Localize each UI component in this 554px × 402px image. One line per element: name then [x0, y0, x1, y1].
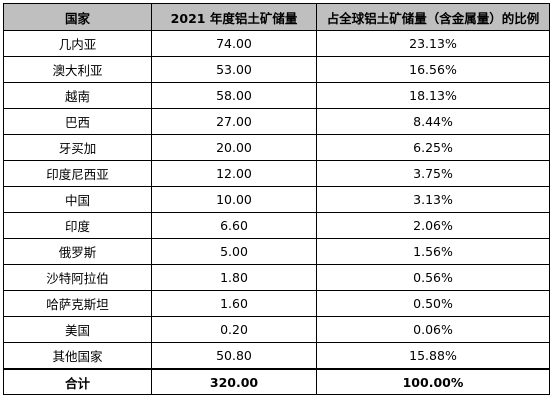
header-reserve: 2021 年度铝土矿储量 [151, 3, 317, 31]
cell-country: 美国 [3, 316, 152, 343]
cell-country: 其他国家 [3, 342, 152, 370]
table-row: 中国 10.00 3.13% [3, 186, 550, 213]
table-row: 越南 58.00 18.13% [3, 82, 550, 109]
table-row: 印度尼西亚 12.00 3.75% [3, 160, 550, 187]
total-share: 100.00% [316, 368, 550, 395]
cell-reserve: 74.00 [151, 30, 317, 57]
table-body: 几内亚 74.00 23.13% 澳大利亚 53.00 16.56% 越南 58.00 18.1… [3, 30, 550, 370]
total-row: 合计 320.00 100.00% [3, 368, 550, 395]
table-row: 巴西 27.00 8.44% [3, 108, 550, 135]
table-row: 澳大利亚 53.00 16.56% [3, 56, 550, 83]
cell-share: 3.75% [316, 160, 550, 187]
cell-share: 23.13% [316, 30, 550, 57]
table-row: 其他国家 50.80 15.88% [3, 342, 550, 370]
cell-share: 8.44% [316, 108, 550, 135]
cell-reserve: 10.00 [151, 186, 317, 213]
table-row: 哈萨克斯坦 1.60 0.50% [3, 290, 550, 317]
table-row: 俄罗斯 5.00 1.56% [3, 238, 550, 265]
cell-reserve: 53.00 [151, 56, 317, 83]
cell-share: 0.50% [316, 290, 550, 317]
cell-country: 印度 [3, 212, 152, 239]
cell-reserve: 20.00 [151, 134, 317, 161]
cell-reserve: 50.80 [151, 342, 317, 370]
cell-country: 几内亚 [3, 30, 152, 57]
cell-share: 3.13% [316, 186, 550, 213]
cell-share: 1.56% [316, 238, 550, 265]
table-row: 牙买加 20.00 6.25% [3, 134, 550, 161]
cell-reserve: 6.60 [151, 212, 317, 239]
header-country: 国家 [3, 3, 152, 31]
cell-country: 沙特阿拉伯 [3, 264, 152, 291]
header-row: 国家 2021 年度铝土矿储量 占全球铝土矿储量（含金属量）的比例 [3, 3, 550, 31]
cell-country: 牙买加 [3, 134, 152, 161]
table-header: 国家 2021 年度铝土矿储量 占全球铝土矿储量（含金属量）的比例 [3, 3, 550, 31]
cell-reserve: 5.00 [151, 238, 317, 265]
table-footer: 合计 320.00 100.00% [3, 368, 550, 395]
cell-reserve: 1.80 [151, 264, 317, 291]
cell-country: 澳大利亚 [3, 56, 152, 83]
cell-country: 哈萨克斯坦 [3, 290, 152, 317]
bauxite-reserves-table: 国家 2021 年度铝土矿储量 占全球铝土矿储量（含金属量）的比例 几内亚 74.… [3, 3, 550, 395]
cell-reserve: 0.20 [151, 316, 317, 343]
cell-reserve: 1.60 [151, 290, 317, 317]
total-reserve: 320.00 [151, 368, 317, 395]
cell-reserve: 58.00 [151, 82, 317, 109]
cell-country: 俄罗斯 [3, 238, 152, 265]
table-row: 美国 0.20 0.06% [3, 316, 550, 343]
cell-share: 6.25% [316, 134, 550, 161]
cell-country: 越南 [3, 82, 152, 109]
cell-share: 15.88% [316, 342, 550, 370]
cell-country: 印度尼西亚 [3, 160, 152, 187]
bauxite-reserves-table-container: 国家 2021 年度铝土矿储量 占全球铝土矿储量（含金属量）的比例 几内亚 74.… [3, 3, 550, 395]
cell-country: 中国 [3, 186, 152, 213]
cell-share: 16.56% [316, 56, 550, 83]
cell-share: 18.13% [316, 82, 550, 109]
cell-share: 2.06% [316, 212, 550, 239]
table-row: 几内亚 74.00 23.13% [3, 30, 550, 57]
table-row: 印度 6.60 2.06% [3, 212, 550, 239]
cell-reserve: 12.00 [151, 160, 317, 187]
cell-country: 巴西 [3, 108, 152, 135]
cell-reserve: 27.00 [151, 108, 317, 135]
table-row: 沙特阿拉伯 1.80 0.56% [3, 264, 550, 291]
cell-share: 0.06% [316, 316, 550, 343]
cell-share: 0.56% [316, 264, 550, 291]
total-label: 合计 [3, 368, 152, 395]
header-share: 占全球铝土矿储量（含金属量）的比例 [316, 3, 550, 31]
